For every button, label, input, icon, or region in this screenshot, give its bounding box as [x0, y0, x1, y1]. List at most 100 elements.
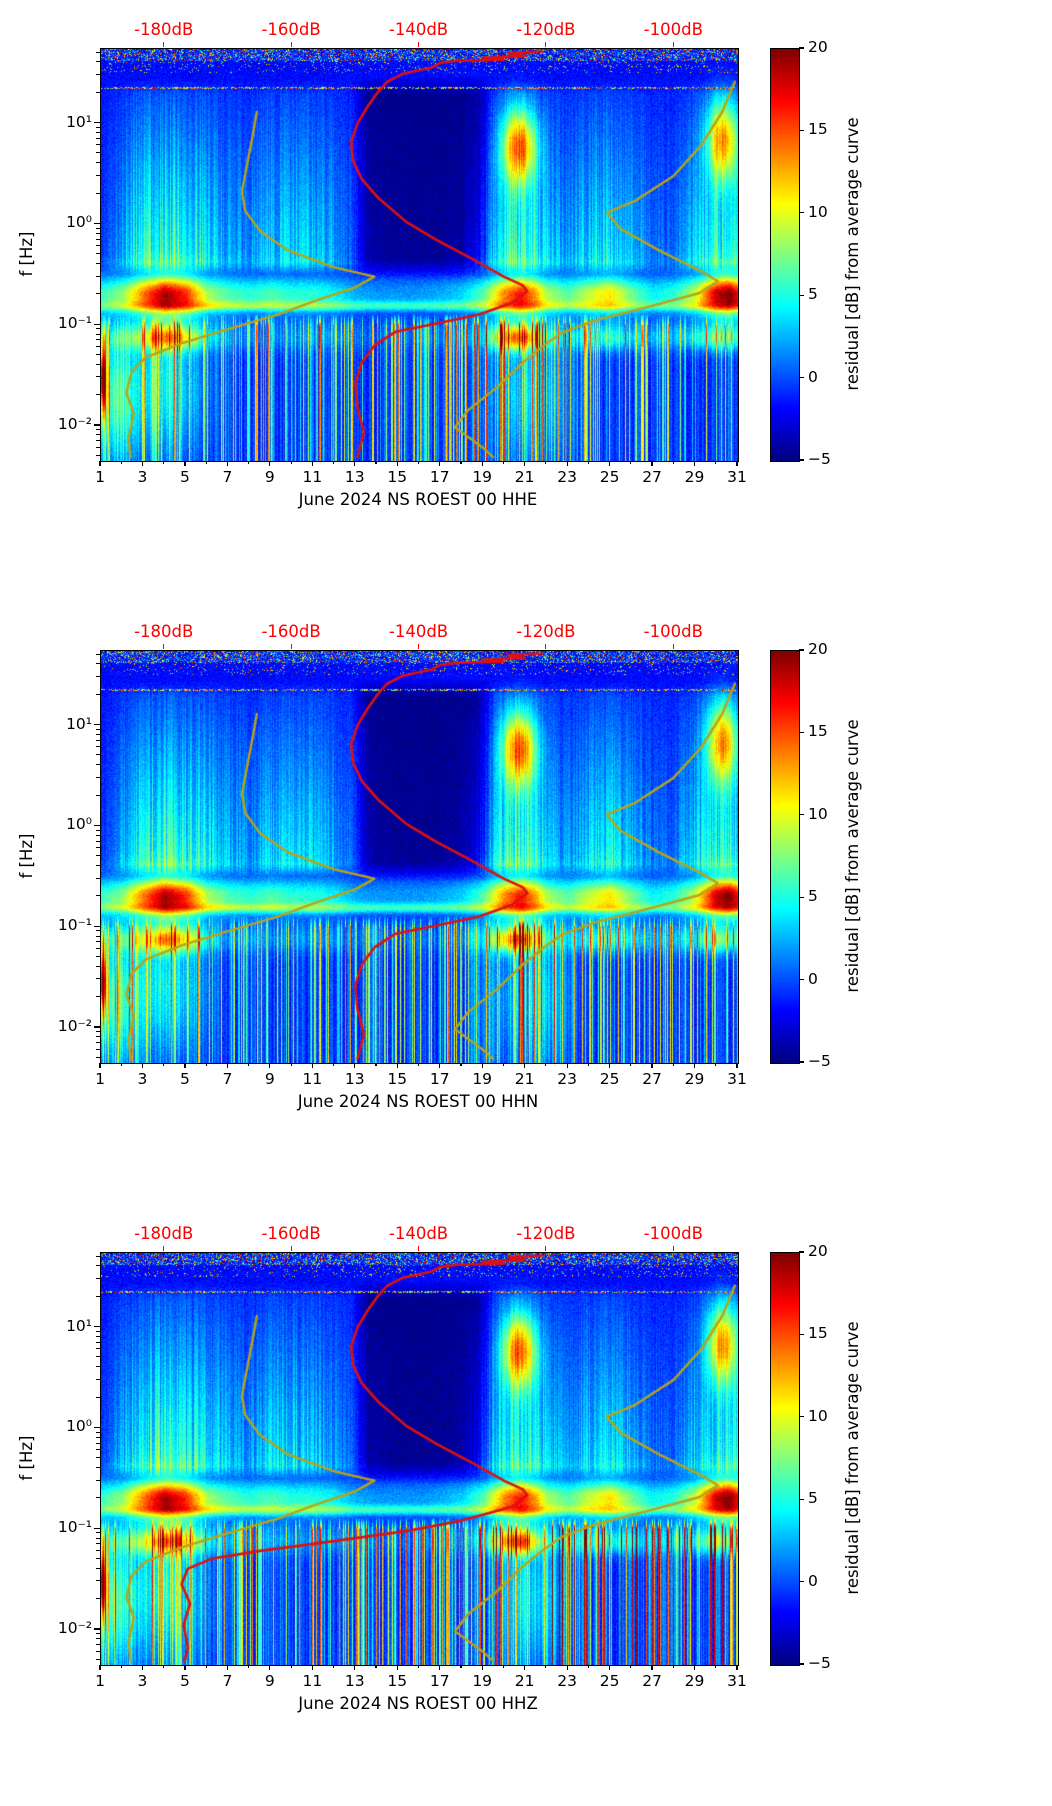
y-minor-tick — [96, 693, 100, 695]
y-minor-tick — [96, 346, 100, 348]
x-minor-tick — [375, 1063, 377, 1066]
spectrogram-panel-hhn: f [Hz] June 2024 NS ROEST 00 HHN residua… — [0, 602, 1052, 1204]
x-major-tick — [311, 1665, 313, 1670]
y-minor-tick — [96, 1457, 100, 1459]
x-minor-tick — [120, 1665, 122, 1668]
colorbar — [770, 650, 800, 1064]
colorbar-tick-label: −5 — [808, 1052, 831, 1070]
top-db-tick — [545, 644, 547, 649]
x-major-tick — [609, 461, 611, 466]
y-minor-tick — [96, 454, 100, 456]
y-minor-tick — [96, 746, 100, 748]
y-minor-tick — [96, 376, 100, 378]
x-tick-label: 21 — [514, 1672, 535, 1690]
y-minor-tick — [96, 333, 100, 335]
x-major-tick — [524, 461, 526, 466]
x-major-tick — [566, 461, 568, 466]
x-tick-label: 11 — [302, 1672, 323, 1690]
colorbar-tick-label: 0 — [808, 969, 818, 988]
x-tick-label: 7 — [222, 1672, 233, 1690]
spectrogram-heatmap — [101, 651, 738, 1063]
x-tick-label: 25 — [599, 1070, 620, 1088]
y-minor-tick — [96, 829, 100, 831]
y-minor-tick — [96, 834, 100, 836]
top-db-tick — [290, 1246, 292, 1251]
colorbar-tick — [799, 129, 804, 131]
x-tick-label: 31 — [727, 1672, 747, 1690]
top-db-label: -160dB — [261, 20, 321, 39]
x-minor-tick — [332, 461, 335, 464]
y-major-tick — [94, 122, 100, 124]
y-minor-tick — [96, 1638, 100, 1640]
x-major-tick — [693, 461, 696, 466]
x-minor-tick — [715, 1665, 717, 1668]
x-tick-label: 7 — [222, 468, 233, 486]
colorbar-tick — [799, 1498, 804, 1500]
y-major-tick — [94, 1326, 100, 1328]
colorbar-tick-label: 15 — [808, 120, 828, 139]
colorbar-tick-label: −5 — [808, 450, 831, 468]
x-tick-label: 25 — [599, 1672, 620, 1690]
x-tick-label: 5 — [179, 1672, 190, 1690]
top-db-tick — [417, 42, 420, 47]
colorbar-tick-label: 20 — [808, 38, 828, 56]
y-minor-tick — [96, 1378, 100, 1380]
x-major-tick — [141, 461, 144, 466]
x-minor-tick — [545, 461, 547, 464]
x-tick-label: 5 — [179, 1070, 190, 1088]
y-minor-tick — [96, 144, 100, 146]
top-db-label: -120dB — [516, 1224, 576, 1243]
x-tick-label: 19 — [472, 1672, 493, 1690]
y-minor-tick — [96, 328, 100, 330]
x-minor-tick — [715, 1063, 717, 1066]
colorbar-gradient — [771, 651, 799, 1063]
x-tick-label: 9 — [264, 468, 275, 486]
x-tick-label: 5 — [179, 468, 190, 486]
y-minor-tick — [96, 865, 100, 867]
y-minor-tick — [96, 1295, 100, 1297]
x-major-tick — [396, 1665, 398, 1670]
colorbar-label: residual [dB] from average curve — [843, 117, 862, 391]
y-minor-tick — [96, 74, 100, 76]
x-minor-tick — [715, 461, 717, 464]
y-minor-tick — [96, 676, 100, 678]
x-minor-tick — [502, 1665, 505, 1668]
y-minor-tick — [96, 293, 100, 295]
y-minor-tick — [96, 339, 100, 341]
colorbar-tick-label: −5 — [808, 1654, 831, 1672]
colorbar-tick-label: 5 — [808, 285, 818, 304]
top-db-label: -140dB — [388, 1224, 449, 1243]
y-minor-tick — [96, 245, 100, 247]
colorbar — [770, 48, 800, 462]
y-minor-tick — [96, 1048, 100, 1050]
x-minor-tick — [120, 461, 122, 464]
y-minor-tick — [96, 840, 100, 842]
top-db-tick — [672, 644, 674, 649]
y-minor-tick — [96, 1031, 100, 1033]
x-tick-label: 25 — [599, 468, 620, 486]
x-minor-tick — [460, 461, 462, 464]
y-minor-tick — [96, 877, 100, 879]
x-tick-label: 29 — [684, 1070, 705, 1088]
colorbar-tick — [799, 896, 804, 898]
y-minor-tick — [96, 51, 100, 53]
y-minor-tick — [96, 733, 100, 735]
x-tick-label: 15 — [387, 1070, 408, 1088]
x-minor-tick — [672, 1665, 674, 1668]
y-minor-tick — [96, 137, 100, 139]
colorbar-tick — [799, 1663, 804, 1665]
colorbar-tick-label: 5 — [808, 887, 818, 906]
x-major-tick — [566, 1063, 568, 1068]
y-minor-tick — [96, 895, 100, 897]
top-db-label: -100dB — [643, 1224, 703, 1243]
x-major-tick — [396, 1063, 398, 1068]
top-db-tick — [163, 42, 165, 47]
colorbar-label: residual [dB] from average curve — [843, 719, 862, 993]
x-minor-tick — [587, 461, 589, 464]
colorbar-tick — [799, 459, 804, 461]
y-minor-tick — [96, 446, 100, 448]
y-minor-tick — [96, 227, 100, 229]
x-major-tick — [269, 461, 271, 466]
y-tick-label: 10⁻² — [57, 415, 92, 434]
x-tick-label: 21 — [514, 1070, 535, 1088]
